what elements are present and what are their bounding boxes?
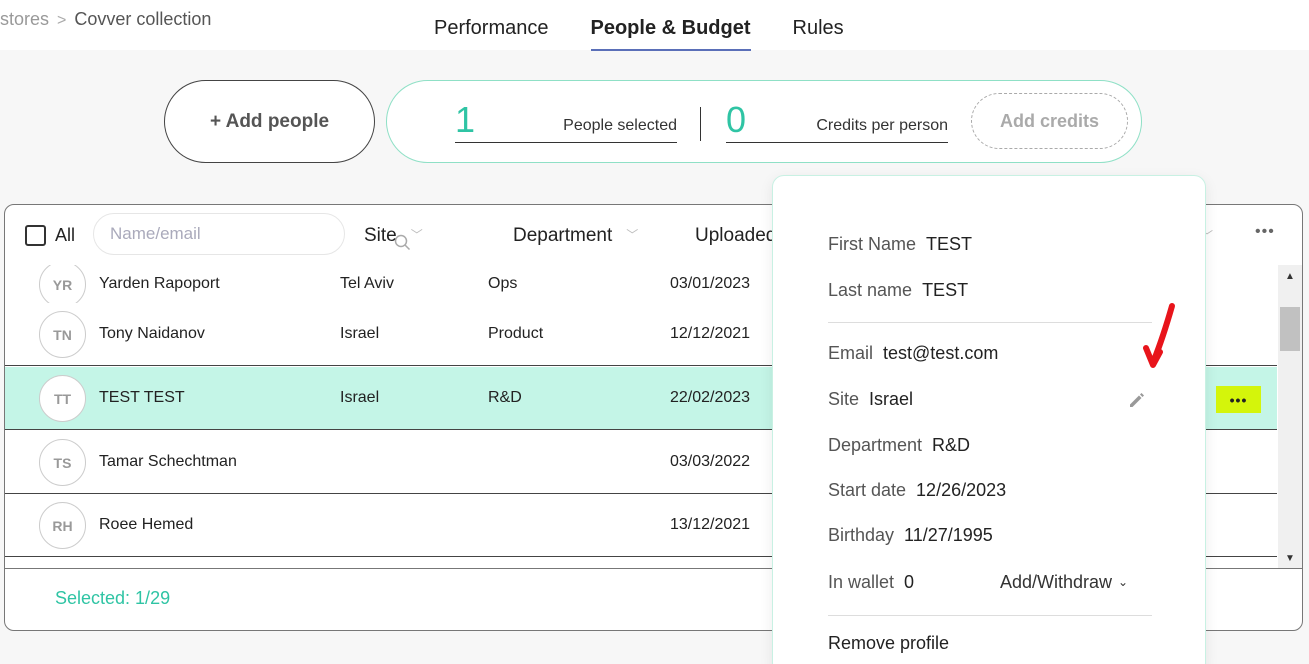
site-value: Israel xyxy=(869,389,914,409)
footer-divider xyxy=(5,568,1302,569)
credits-per-person-value[interactable]: 0 xyxy=(726,99,747,140)
birthday-label: Birthday xyxy=(828,525,895,545)
column-site[interactable]: Site ﹀ xyxy=(364,225,423,247)
column-options-icon[interactable]: ••• xyxy=(1255,223,1275,240)
last-name-label: Last name xyxy=(828,280,913,300)
row-name: Yarden Rapoport xyxy=(99,275,220,292)
wallet-value: 0 xyxy=(904,572,915,592)
department-label: Department xyxy=(828,435,923,455)
row-uploaded: 03/01/2023 xyxy=(670,275,751,292)
add-withdraw-dropdown[interactable]: Add/Withdraw ⌄ xyxy=(1000,572,1128,593)
last-name-field: Last name TEST xyxy=(828,280,968,301)
breadcrumb: stores > Covver collection xyxy=(0,9,211,30)
tab-people-budget[interactable]: People & Budget xyxy=(590,17,751,51)
birthday-field: Birthday 11/27/1995 xyxy=(828,525,993,546)
wallet-label: In wallet xyxy=(828,572,895,592)
chevron-down-icon: ⌄ xyxy=(1118,575,1129,589)
email-value: test@test.com xyxy=(883,343,999,363)
start-date-label: Start date xyxy=(828,480,907,500)
column-uploaded-label: Uploaded xyxy=(695,225,777,246)
avatar: TT xyxy=(39,375,86,422)
row-uploaded: 03/03/2022 xyxy=(670,453,751,470)
column-department-label: Department xyxy=(513,225,613,246)
vertical-scrollbar[interactable]: ▲ ▼ xyxy=(1278,265,1302,568)
row-options-button[interactable]: ••• xyxy=(1216,386,1261,413)
row-department: Ops xyxy=(488,275,518,292)
row-uploaded: 13/12/2021 xyxy=(670,516,751,533)
avatar: RH xyxy=(39,502,86,549)
start-date-field: Start date 12/26/2023 xyxy=(828,480,1006,501)
wallet-field: In wallet 0 xyxy=(828,572,914,593)
site-field: Site Israel xyxy=(828,389,913,410)
select-all-label: All xyxy=(55,225,76,245)
scroll-down-arrow-icon[interactable]: ▼ xyxy=(1285,553,1295,564)
chevron-down-icon: ﹀ xyxy=(626,228,639,242)
breadcrumb-current: Covver collection xyxy=(74,9,212,29)
row-uploaded: 12/12/2021 xyxy=(670,325,751,342)
people-selected-stat: 1 People selected xyxy=(455,99,677,143)
avatar: YR xyxy=(39,265,86,308)
breadcrumb-separator: > xyxy=(57,12,67,29)
first-name-field: First Name TEST xyxy=(828,234,972,255)
first-name-value: TEST xyxy=(926,234,973,254)
add-credits-button[interactable]: Add credits xyxy=(971,93,1128,149)
row-site: Tel Aviv xyxy=(340,275,394,292)
breadcrumb-parent[interactable]: stores xyxy=(0,9,50,29)
tab-bar: Performance People & Budget Rules xyxy=(434,17,886,51)
tab-performance[interactable]: Performance xyxy=(434,17,549,39)
pencil-edit-icon[interactable] xyxy=(1127,390,1145,408)
add-people-button[interactable]: + Add people xyxy=(164,80,375,163)
divider xyxy=(828,322,1152,323)
row-site: Israel xyxy=(340,389,380,406)
selection-summary: 1 People selected 0 Credits per person A… xyxy=(386,80,1142,163)
people-selected-value: 1 xyxy=(455,99,476,140)
search-field[interactable] xyxy=(93,213,411,255)
department-value: R&D xyxy=(932,435,971,455)
row-site: Israel xyxy=(340,325,380,342)
row-name: Tamar Schechtman xyxy=(99,453,237,470)
search-input[interactable] xyxy=(110,224,300,244)
divider xyxy=(700,107,701,141)
row-name: Tony Naidanov xyxy=(99,325,205,342)
row-name: TEST TEST xyxy=(99,389,185,406)
department-field: Department R&D xyxy=(828,435,970,456)
search-icon[interactable] xyxy=(394,234,411,251)
email-field: Email test@test.com xyxy=(828,343,998,364)
last-name-value: TEST xyxy=(922,280,969,300)
chevron-down-icon: ﹀ xyxy=(410,228,423,242)
profile-popover: First Name TEST Last name TEST Email test@t… xyxy=(772,175,1206,664)
column-department[interactable]: Department ﹀ xyxy=(513,225,638,247)
row-name: Roee Hemed xyxy=(99,516,194,533)
add-withdraw-label: Add/Withdraw xyxy=(1000,572,1113,592)
column-site-label: Site xyxy=(364,225,397,246)
scroll-up-arrow-icon[interactable]: ▲ xyxy=(1285,271,1295,282)
divider xyxy=(828,615,1152,616)
column-uploaded[interactable]: Uploaded xyxy=(695,225,776,247)
credits-per-person-stat[interactable]: 0 Credits per person xyxy=(726,99,948,143)
avatar: TS xyxy=(39,439,86,486)
red-arrow-annotation-icon xyxy=(1143,303,1175,368)
selected-count: Selected: 1/29 xyxy=(55,588,171,608)
row-uploaded: 22/02/2023 xyxy=(670,389,751,406)
table-header: All Site ﹀ Department ﹀ Uploaded ﹀ ••• xyxy=(5,205,1302,265)
avatar: TN xyxy=(39,311,86,358)
row-department: R&D xyxy=(488,389,522,406)
site-label: Site xyxy=(828,389,860,409)
row-department: Product xyxy=(488,325,544,342)
remove-profile-button[interactable]: Remove profile xyxy=(828,633,950,653)
first-name-label: First Name xyxy=(828,234,917,254)
email-label: Email xyxy=(828,343,874,363)
select-all-checkbox[interactable] xyxy=(25,225,46,246)
people-selected-label: People selected xyxy=(563,117,677,134)
top-bar: stores > Covver collection Performance Peo… xyxy=(0,0,1309,51)
birthday-value: 11/27/1995 xyxy=(904,525,993,545)
tab-rules[interactable]: Rules xyxy=(792,17,844,39)
start-date-value: 12/26/2023 xyxy=(916,480,1007,500)
credits-per-person-label: Credits per person xyxy=(816,117,948,134)
scrollbar-thumb[interactable] xyxy=(1280,307,1300,351)
